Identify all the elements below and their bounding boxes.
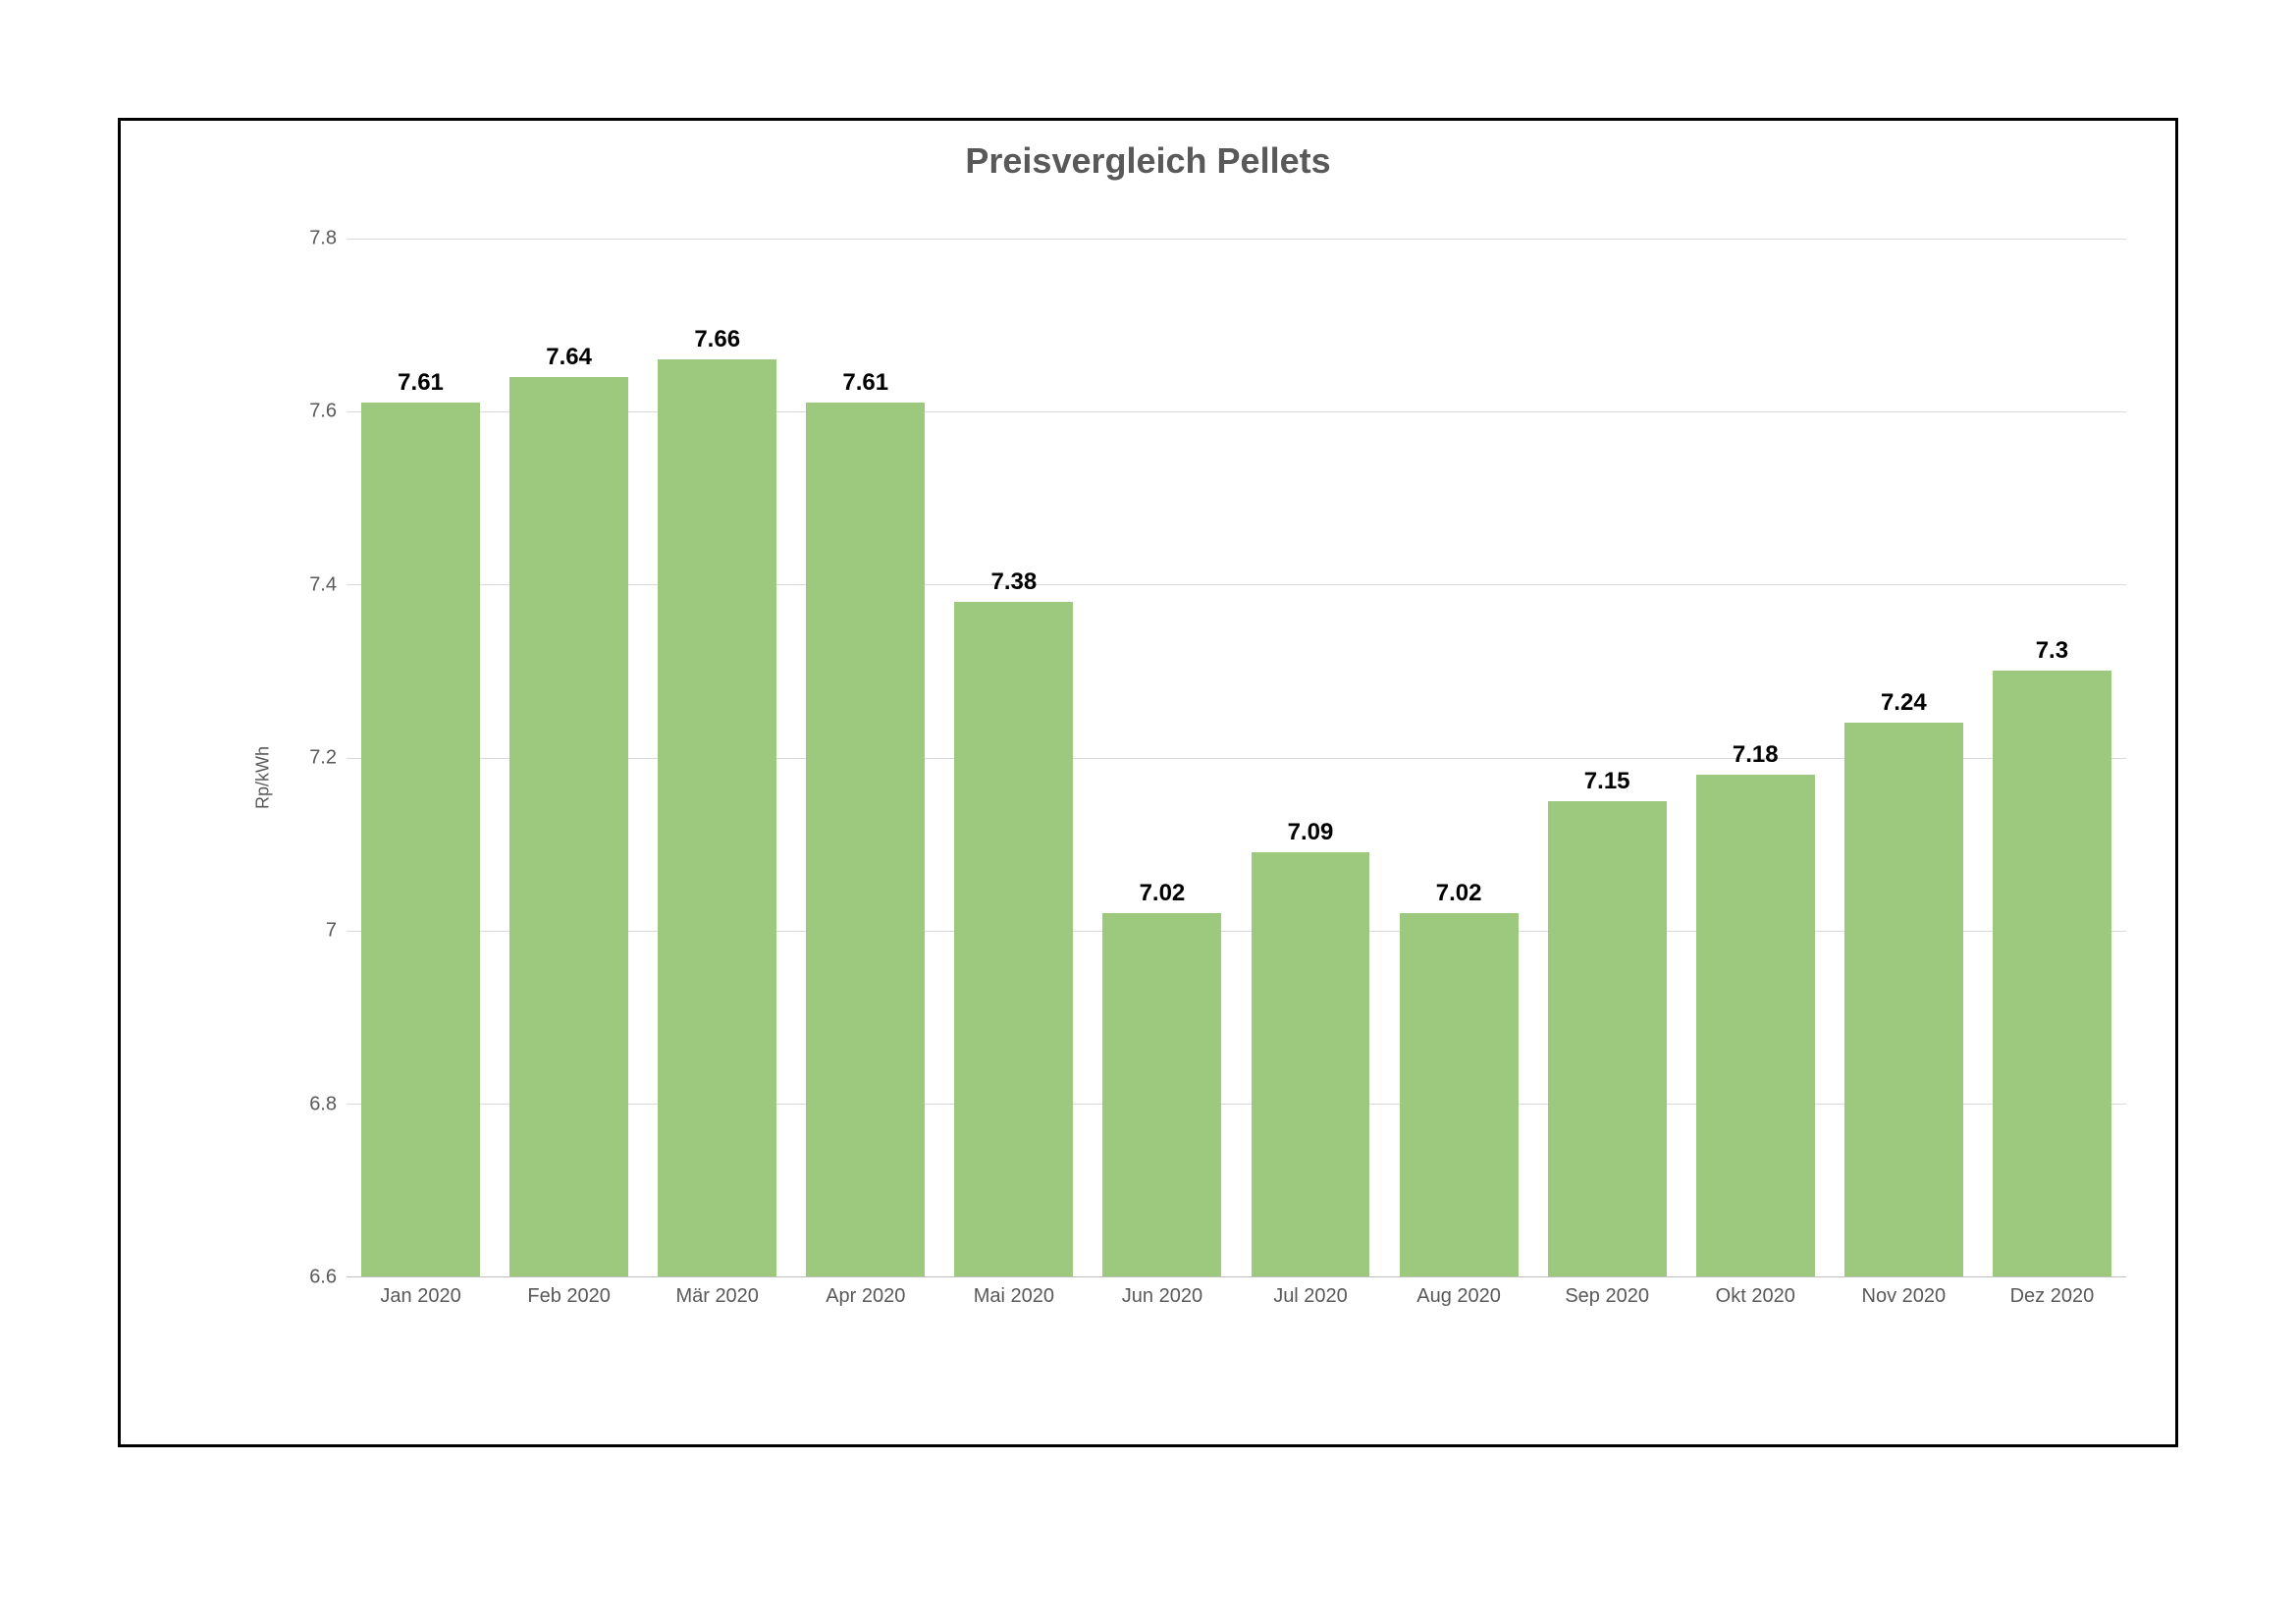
x-axis-label: Sep 2020 (1533, 1277, 1682, 1317)
bar (1844, 723, 1963, 1276)
bar-value-label: 7.02 (1385, 880, 1533, 907)
x-axis-label: Okt 2020 (1682, 1277, 1830, 1317)
bars: 7.617.647.667.617.387.027.097.027.157.18… (347, 239, 2126, 1276)
bar (806, 403, 925, 1276)
bar-value-label: 7.61 (347, 369, 495, 397)
bar (1993, 671, 2111, 1276)
bar-slot: 7.24 (1830, 239, 1978, 1276)
x-axis-label: Jan 2020 (347, 1277, 495, 1317)
x-axis-label: Jul 2020 (1236, 1277, 1384, 1317)
x-axis-label: Aug 2020 (1385, 1277, 1533, 1317)
bar (1696, 775, 1815, 1276)
bar-value-label: 7.64 (495, 344, 643, 371)
x-axis-label: Feb 2020 (495, 1277, 643, 1317)
bar-slot: 7.64 (495, 239, 643, 1276)
bar-slot: 7.38 (939, 239, 1088, 1276)
bar-slot: 7.61 (347, 239, 495, 1276)
bar-value-label: 7.66 (643, 326, 791, 353)
bar-value-label: 7.09 (1236, 819, 1384, 846)
bar-value-label: 7.02 (1088, 880, 1236, 907)
x-axis-label: Mär 2020 (643, 1277, 791, 1317)
x-axis-label: Jun 2020 (1088, 1277, 1236, 1317)
bar-slot: 7.18 (1682, 239, 1830, 1276)
bar-value-label: 7.15 (1533, 768, 1682, 795)
bar-value-label: 7.24 (1830, 689, 1978, 717)
x-axis-label: Dez 2020 (1978, 1277, 2126, 1317)
bar (361, 403, 480, 1276)
x-labels: Jan 2020Feb 2020Mär 2020Apr 2020Mai 2020… (347, 1277, 2126, 1317)
bar-value-label: 7.3 (1978, 637, 2126, 665)
plot-wrap: Rp/kWh 6.66.877.27.47.67.8 7.617.647.667… (258, 239, 2126, 1317)
bar (658, 359, 776, 1276)
bar (1252, 852, 1370, 1276)
bar-slot: 7.3 (1978, 239, 2126, 1276)
bar (1548, 801, 1667, 1276)
bar-slot: 7.66 (643, 239, 791, 1276)
bar (954, 602, 1073, 1276)
bar-slot: 7.15 (1533, 239, 1682, 1276)
x-axis-label: Nov 2020 (1830, 1277, 1978, 1317)
bar-slot: 7.09 (1236, 239, 1384, 1276)
bar-slot: 7.02 (1385, 239, 1533, 1276)
bar (509, 377, 628, 1276)
x-axis-label: Mai 2020 (939, 1277, 1088, 1317)
x-axis-label: Apr 2020 (791, 1277, 939, 1317)
bar-value-label: 7.38 (939, 568, 1088, 596)
page: Preisvergleich Pellets Rp/kWh 6.66.877.2… (0, 0, 2296, 1624)
plot-area: 7.617.647.667.617.387.027.097.027.157.18… (347, 239, 2126, 1277)
bar-slot: 7.61 (791, 239, 939, 1276)
chart-title: Preisvergleich Pellets (160, 140, 2136, 182)
bar-value-label: 7.61 (791, 369, 939, 397)
y-ticks: 6.66.877.27.47.67.8 (258, 239, 347, 1317)
chart-frame: Preisvergleich Pellets Rp/kWh 6.66.877.2… (118, 118, 2178, 1447)
bar (1400, 913, 1519, 1276)
bar (1102, 913, 1221, 1276)
bar-slot: 7.02 (1088, 239, 1236, 1276)
bar-value-label: 7.18 (1682, 741, 1830, 769)
